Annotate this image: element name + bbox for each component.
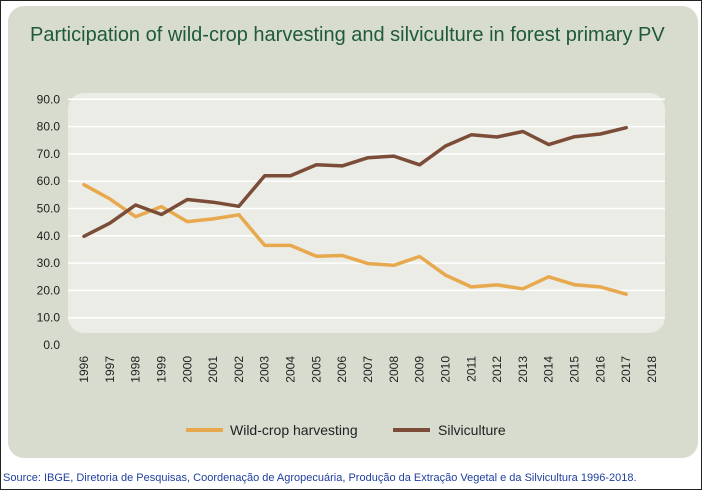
series-line-wild-crop-harvesting	[82, 182, 628, 296]
chart-title: Participation of wild-crop harvesting an…	[30, 24, 665, 46]
x-tick-label: 2004	[284, 356, 298, 383]
y-tick-label: 30.0	[37, 256, 61, 270]
y-tick-label: 80.0	[37, 120, 61, 134]
x-tick-label: 2002	[232, 356, 246, 383]
x-tick-label: 1996	[77, 356, 91, 383]
x-tick-label: 2016	[593, 356, 607, 383]
x-tick-label: 2000	[180, 356, 194, 383]
y-tick-label: 90.0	[37, 92, 61, 106]
legend-label: Silviculture	[438, 422, 506, 438]
x-tick-label: 2005	[309, 356, 323, 383]
x-tick-label: 1998	[129, 356, 143, 383]
plot-area	[68, 93, 665, 333]
series-line-silviculture	[82, 125, 628, 239]
x-tick-label: 2011	[464, 356, 478, 382]
x-tick-label: 2014	[542, 356, 556, 383]
x-tick-label: 2017	[619, 356, 633, 383]
x-tick-label: 2008	[387, 356, 401, 383]
legend-label: Wild-crop harvesting	[230, 422, 358, 438]
y-tick-label: 60.0	[37, 174, 61, 188]
x-tick-label: 2006	[335, 356, 349, 383]
y-tick-label: 20.0	[37, 283, 61, 297]
x-tick-label: 2009	[413, 356, 427, 383]
x-tick-label: 2015	[568, 356, 582, 383]
x-tick-label: 1997	[103, 356, 117, 383]
y-tick-label: 10.0	[37, 311, 61, 325]
x-tick-label: 2012	[490, 356, 504, 383]
x-tick-label: 2013	[516, 356, 530, 383]
x-tick-label: 1999	[154, 356, 168, 383]
y-tick-label: 0.0	[43, 338, 60, 352]
x-tick-label: 2010	[438, 356, 452, 383]
y-tick-label: 70.0	[37, 147, 61, 161]
x-tick-label: 2007	[361, 356, 375, 383]
y-tick-label: 40.0	[37, 229, 61, 243]
y-tick-label: 50.0	[37, 202, 61, 216]
x-tick-label: 2018	[645, 356, 659, 383]
x-tick-label: 2001	[206, 356, 220, 383]
source-note: Source: IBGE, Diretoria de Pesquisas, Co…	[3, 472, 637, 484]
x-tick-label: 2003	[258, 356, 272, 383]
